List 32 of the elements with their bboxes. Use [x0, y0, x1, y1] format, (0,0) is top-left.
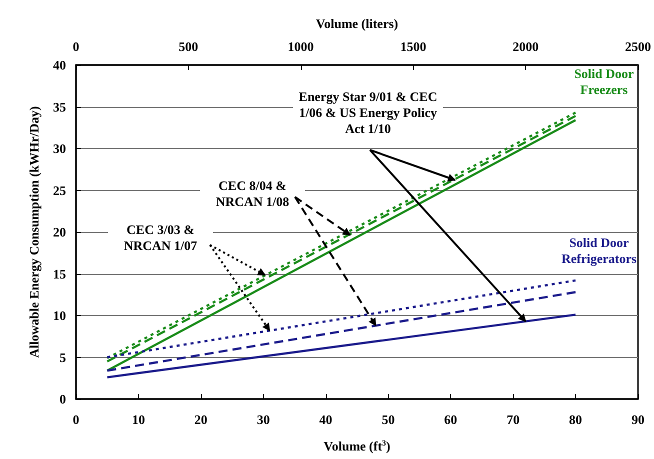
annotation: CEC 8/04 & NRCAN 1/08 — [200, 178, 305, 210]
y-tick-label: 10 — [53, 308, 66, 323]
y-tick-label: 20 — [53, 224, 66, 240]
annotation: Solid Door Freezers — [573, 66, 635, 98]
annotation: Solid Door Refrigerators — [560, 235, 638, 267]
x2-tick-label: 0 — [72, 39, 80, 54]
x2-tick-label: 2000 — [512, 39, 539, 54]
x-tick-label: 40 — [319, 412, 332, 427]
x-tick-label: 30 — [256, 412, 270, 427]
x-tick-label: 10 — [132, 412, 145, 427]
y-tick-label: 5 — [60, 350, 66, 365]
y-tick-label: 0 — [60, 392, 66, 406]
x-tick-label: 80 — [569, 412, 582, 427]
x-tick-label: 90 — [632, 412, 644, 427]
x-tick-label: 70 — [506, 412, 520, 427]
y-tick-label: 15 — [53, 266, 66, 282]
x-tick-label: 50 — [382, 412, 395, 427]
y-axis-title: Allowable Energy Consumption (kWHr/Day) — [26, 106, 42, 358]
y-tick-label: 40 — [53, 58, 66, 72]
x2-tick-label: 1500 — [400, 39, 426, 54]
x2-axis-title: Volume (liters) — [316, 16, 398, 31]
annotation: CEC 3/03 & NRCAN 1/07 — [108, 222, 213, 254]
x2-tick-label: 500 — [178, 39, 198, 54]
x-tick-label: 60 — [444, 412, 458, 427]
y-tick-label: 25 — [53, 182, 66, 198]
x2-tick-label: 1000 — [288, 39, 314, 54]
annotation: Energy Star 9/01 & CEC 1/06 & US Energy Policy Act 1/10 — [293, 89, 443, 137]
x2-tick-label: 2500 — [625, 39, 651, 54]
x-tick-label: 0 — [72, 412, 80, 427]
y-tick-label: 30 — [53, 141, 66, 156]
x-tick-label: 20 — [194, 412, 208, 427]
y-tick-label: 35 — [53, 99, 66, 114]
